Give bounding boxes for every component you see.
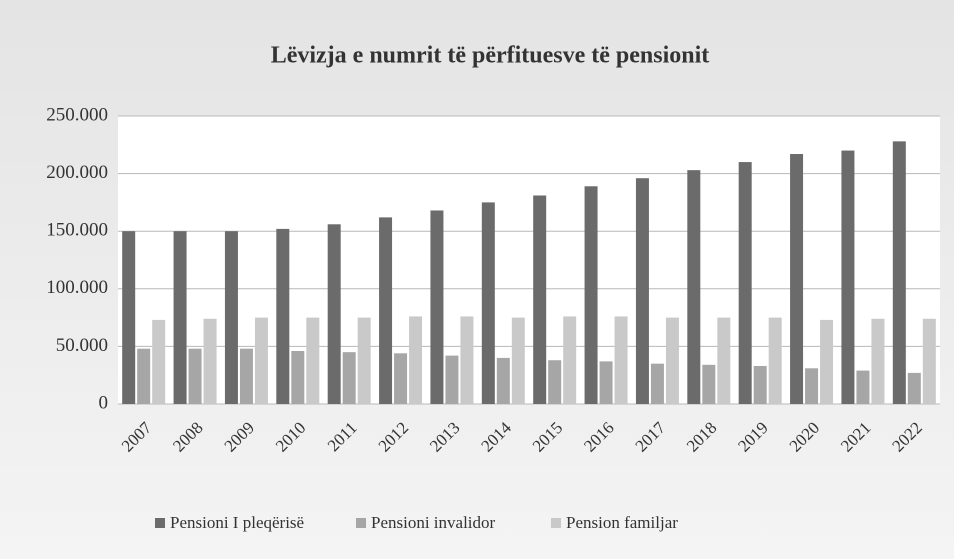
bar bbox=[357, 317, 371, 404]
bar bbox=[805, 368, 819, 404]
bar bbox=[687, 170, 701, 404]
legend-label: Pensioni I pleqërisë bbox=[170, 513, 304, 532]
legend-label: Pension familjar bbox=[566, 513, 678, 532]
bar bbox=[511, 317, 525, 404]
bar bbox=[871, 318, 885, 404]
bar bbox=[327, 224, 341, 404]
bar bbox=[753, 365, 767, 404]
bar bbox=[907, 372, 921, 404]
bar bbox=[254, 317, 268, 404]
bar bbox=[820, 319, 834, 404]
bar bbox=[635, 178, 649, 404]
bar bbox=[768, 317, 782, 404]
bar bbox=[481, 202, 495, 404]
bar bbox=[276, 228, 290, 404]
bar bbox=[496, 357, 510, 404]
y-tick-label: 0 bbox=[99, 392, 109, 413]
bar bbox=[239, 348, 253, 404]
bar bbox=[717, 317, 731, 404]
bar bbox=[188, 348, 202, 404]
bar bbox=[306, 317, 320, 404]
legend-swatch bbox=[551, 518, 561, 528]
bar bbox=[841, 150, 855, 404]
bar bbox=[394, 353, 408, 404]
bar bbox=[563, 316, 577, 404]
bar bbox=[584, 186, 598, 404]
y-tick-label: 250.000 bbox=[46, 104, 108, 125]
bar bbox=[409, 316, 423, 404]
bar bbox=[137, 348, 151, 404]
legend-label: Pensioni invalidor bbox=[371, 513, 496, 532]
y-tick-label: 200.000 bbox=[46, 162, 108, 183]
bar bbox=[892, 141, 906, 404]
legend-swatch bbox=[155, 518, 165, 528]
bar bbox=[856, 370, 870, 404]
legend-swatch bbox=[356, 518, 366, 528]
bar bbox=[614, 316, 628, 404]
bar bbox=[738, 162, 752, 404]
bar bbox=[430, 210, 444, 404]
bar bbox=[599, 361, 613, 404]
y-tick-label: 150.000 bbox=[46, 220, 108, 241]
bar bbox=[173, 231, 187, 404]
bar bbox=[460, 316, 474, 404]
bar bbox=[650, 363, 664, 404]
bar bbox=[533, 195, 547, 404]
bar bbox=[203, 318, 217, 404]
bar bbox=[224, 231, 238, 404]
chart-title: Lëvizja e numrit të përfituesve të pensi… bbox=[271, 43, 710, 69]
bar bbox=[342, 352, 356, 404]
bar bbox=[922, 318, 936, 404]
bar bbox=[445, 355, 459, 404]
bar bbox=[152, 319, 166, 404]
bar bbox=[379, 217, 393, 404]
bar bbox=[122, 231, 136, 404]
bar bbox=[702, 364, 716, 404]
bar bbox=[291, 351, 305, 404]
y-tick-label: 50.000 bbox=[56, 335, 108, 356]
bar bbox=[665, 317, 679, 404]
y-tick-label: 100.000 bbox=[46, 277, 108, 298]
bar bbox=[548, 360, 562, 404]
bar bbox=[790, 154, 804, 404]
